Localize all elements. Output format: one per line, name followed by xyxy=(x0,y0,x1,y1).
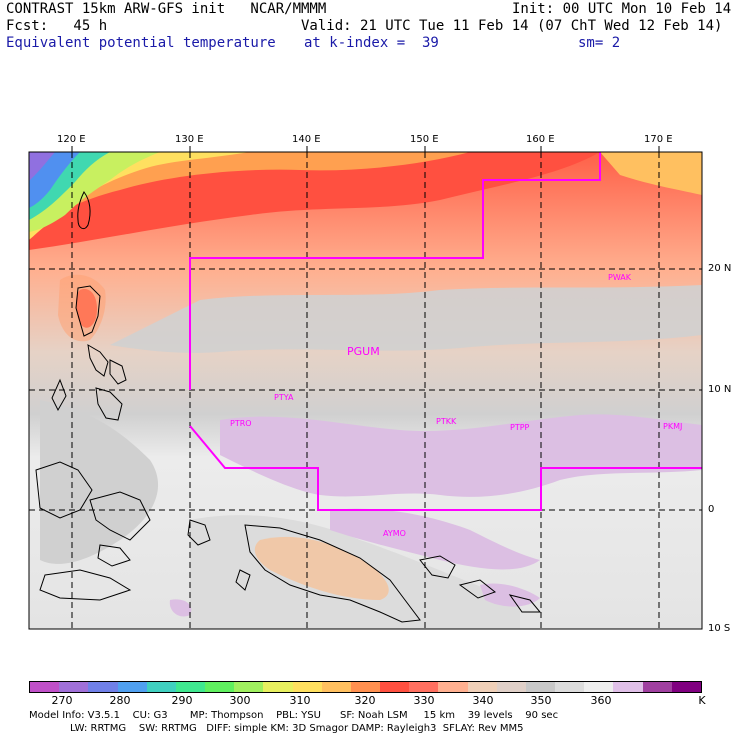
colorbar-swatch xyxy=(146,682,176,692)
lat-lon-grid xyxy=(29,152,702,629)
lat-label: 0 xyxy=(708,504,715,515)
station-label: PTPP xyxy=(510,423,530,432)
lat-label: 10 N xyxy=(708,384,732,395)
station-label: PWAK xyxy=(608,273,632,282)
coastlines xyxy=(35,191,542,623)
lon-label: 150 E xyxy=(410,134,439,145)
colorbar-swatch xyxy=(234,682,264,692)
colorbar-swatch xyxy=(555,682,585,692)
map-frame xyxy=(28,151,703,630)
lon-label: 130 E xyxy=(175,134,204,145)
colorbar-swatch xyxy=(321,682,351,692)
colorbar-swatch xyxy=(175,682,206,692)
colorbar-swatch xyxy=(467,682,497,692)
init-time: Init: 00 UTC Mon 10 Feb 14 xyxy=(512,1,732,17)
model-title: CONTRAST 15km ARW-GFS init NCAR/MMMM xyxy=(6,1,327,17)
colorbar-swatch xyxy=(205,682,235,692)
colorbar-swatch xyxy=(30,682,60,692)
station-label: PTKK xyxy=(436,417,457,426)
colorbar-tick: 300 xyxy=(229,694,251,707)
colorbar xyxy=(29,681,702,693)
level-text: at k-index = 39 xyxy=(304,35,439,51)
model-info-line1: Model Info: V3.5.1 CU: G3 MP: Thompson P… xyxy=(29,710,559,721)
colorbar-tick: 270 xyxy=(51,694,73,707)
lon-label: 120 E xyxy=(57,134,86,145)
colorbar-swatch xyxy=(525,682,556,692)
colorbar-swatch xyxy=(292,682,322,692)
colorbar-swatch xyxy=(642,682,672,692)
colorbar-tick: 360 xyxy=(590,694,612,707)
lon-label: 160 E xyxy=(526,134,555,145)
colorbar-swatch xyxy=(350,682,381,692)
colorbar-tick: 280 xyxy=(109,694,131,707)
colorbar-tick: 340 xyxy=(472,694,494,707)
smoothing-text: sm= 2 xyxy=(578,35,621,51)
colorbar-swatch xyxy=(409,682,439,692)
colorbar-swatch xyxy=(671,682,701,692)
lon-label: 170 E xyxy=(644,134,673,145)
colorbar-swatch xyxy=(613,682,643,692)
field-name: Equivalent potential temperature xyxy=(6,35,276,51)
colorbar-tick: 310 xyxy=(289,694,311,707)
colorbar-swatch xyxy=(59,682,89,692)
boundary-lines xyxy=(189,152,702,511)
lat-label: 20 N xyxy=(708,263,732,274)
forecast-hour: Fcst: 45 h xyxy=(6,18,108,34)
colorbar-tick: 320 xyxy=(354,694,376,707)
lat-label: 10 S xyxy=(708,623,731,634)
colorbar-tick: 350 xyxy=(530,694,552,707)
station-label: PTRO xyxy=(230,419,252,428)
colorbar-swatch xyxy=(438,682,468,692)
station-label: PTYA xyxy=(274,393,294,402)
colorbar-swatch xyxy=(117,682,147,692)
colorbar-tick: 330 xyxy=(413,694,435,707)
station-label: PKMJ xyxy=(663,422,683,431)
colorbar-swatch xyxy=(263,682,293,692)
model-info-line2: LW: RRTMG SW: RRTMG DIFF: simple KM: 3D … xyxy=(70,723,524,734)
colorbar-swatch xyxy=(496,682,526,692)
lon-label: 140 E xyxy=(292,134,321,145)
theta-e-map xyxy=(28,146,703,630)
station-label: PGUM xyxy=(347,345,380,358)
colorbar-tick: 290 xyxy=(171,694,193,707)
colorbar-swatch xyxy=(584,682,614,692)
colorbar-swatch xyxy=(380,682,410,692)
colorbar-unit: K xyxy=(698,694,706,707)
valid-time: Valid: 21 UTC Tue 11 Feb 14 (07 ChT Wed … xyxy=(301,18,723,34)
station-label: AYMO xyxy=(383,529,406,538)
axis-ticks xyxy=(71,146,660,152)
colorbar-swatch xyxy=(88,682,118,692)
